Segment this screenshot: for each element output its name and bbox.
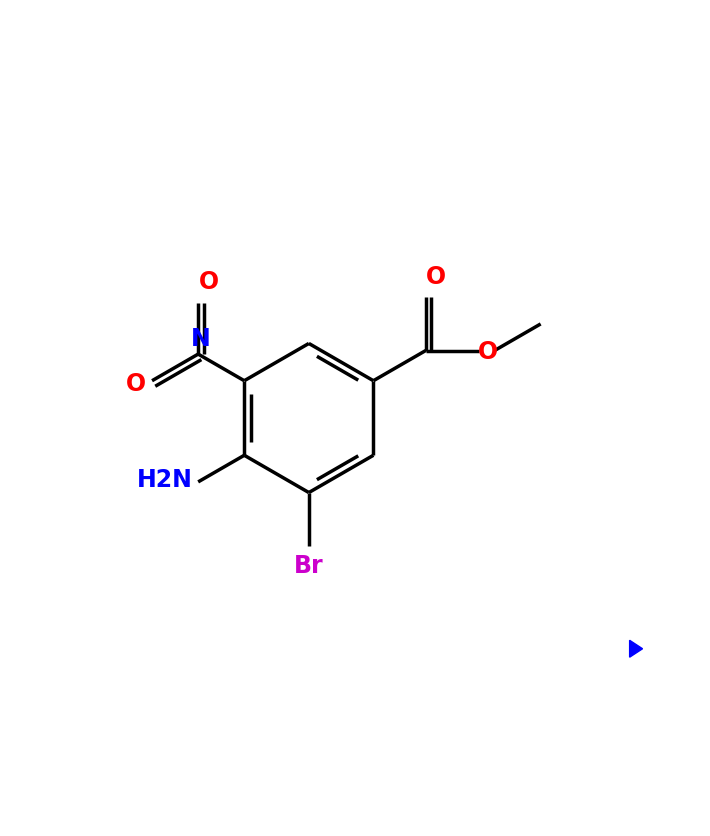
Text: O: O [477,340,498,364]
Text: O: O [426,265,447,288]
Polygon shape [630,640,643,657]
Text: N: N [190,327,210,350]
Text: Br: Br [294,554,324,579]
Text: O: O [126,372,146,396]
Text: H2N: H2N [136,468,192,492]
Text: O: O [199,271,219,294]
